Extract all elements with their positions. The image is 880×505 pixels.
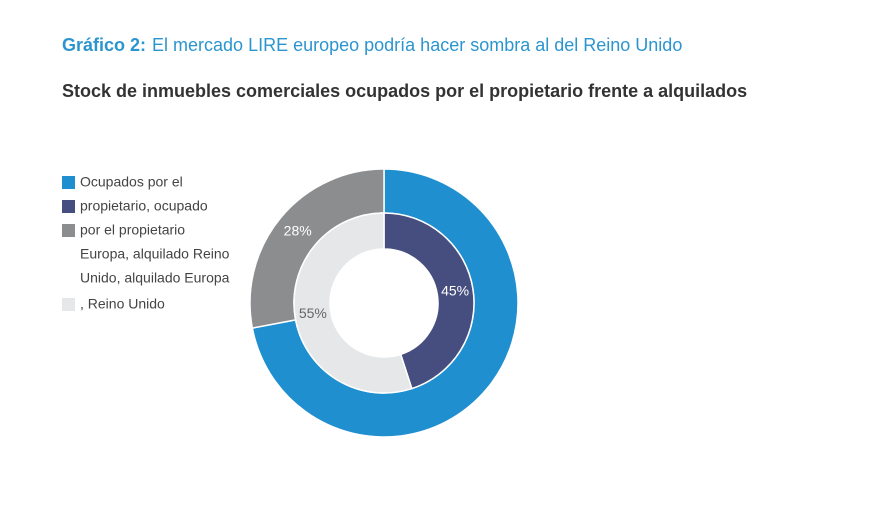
legend-label: Ocupados por el xyxy=(80,174,183,190)
title-text: El mercado LIRE europeo podría hacer som… xyxy=(152,35,682,55)
legend-swatch xyxy=(62,200,75,213)
legend-swatch xyxy=(62,176,75,189)
donut-segment xyxy=(383,212,475,390)
legend-label: , Reino Unido xyxy=(80,296,165,312)
legend-label: Unido, alquilado Europa xyxy=(80,270,230,286)
legend-label: por el propietario xyxy=(80,222,185,238)
data-label: 28% xyxy=(284,222,312,238)
title-prefix: Gráfico 2: xyxy=(62,35,146,55)
donut-segment xyxy=(293,212,413,394)
chart-subtitle: Stock de inmuebles comerciales ocupados … xyxy=(62,81,747,101)
legend-label: propietario, ocupado xyxy=(80,198,208,214)
data-label: 55% xyxy=(299,305,327,321)
legend-swatch xyxy=(62,224,75,237)
legend-swatch xyxy=(62,298,75,311)
data-label: 45% xyxy=(441,282,469,298)
legend-label: Europa, alquilado Reino xyxy=(80,246,230,262)
chart-title: Gráfico 2: El mercado LIRE europeo podría… xyxy=(62,35,682,55)
